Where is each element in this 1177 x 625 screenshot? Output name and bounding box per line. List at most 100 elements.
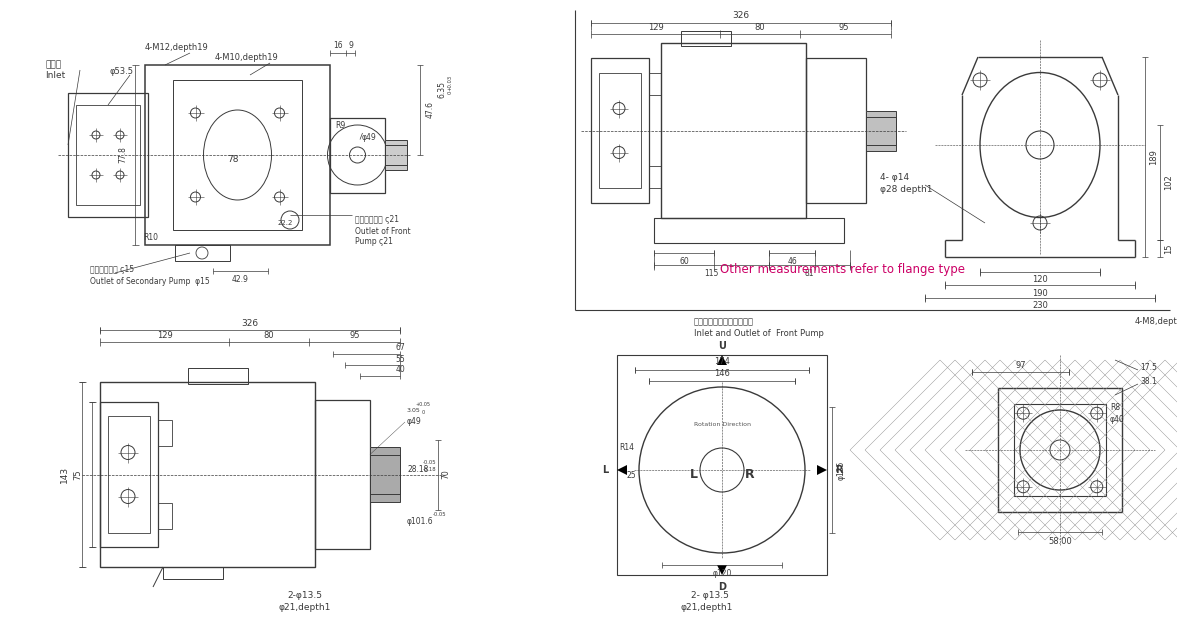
Text: 97: 97 <box>1016 361 1026 369</box>
Text: φ28 depth1: φ28 depth1 <box>880 184 932 194</box>
Text: 80: 80 <box>754 22 765 31</box>
Text: Outlet of Secondary Pump  φ15: Outlet of Secondary Pump φ15 <box>89 278 210 286</box>
Text: 67: 67 <box>395 344 405 352</box>
Text: 9: 9 <box>348 41 353 51</box>
Bar <box>330 118 385 192</box>
Bar <box>649 166 661 188</box>
Text: 75: 75 <box>73 469 82 480</box>
Text: 230: 230 <box>1032 301 1048 311</box>
Text: R14: R14 <box>619 444 634 452</box>
Bar <box>370 455 400 494</box>
Text: Outlet of Front: Outlet of Front <box>355 226 411 236</box>
Bar <box>654 218 844 243</box>
Text: 120: 120 <box>1032 276 1048 284</box>
Text: 前泵浦入油口和出油口方向: 前泵浦入油口和出油口方向 <box>694 318 754 326</box>
Text: 81: 81 <box>805 269 814 278</box>
Bar <box>315 400 370 549</box>
Text: +0.03: +0.03 <box>447 75 452 91</box>
Text: 189: 189 <box>1150 149 1158 165</box>
Text: 174: 174 <box>714 357 730 366</box>
Text: 0: 0 <box>421 409 425 414</box>
Text: 3.05: 3.05 <box>407 408 420 412</box>
Text: R: R <box>836 465 843 475</box>
Text: 46: 46 <box>787 256 797 266</box>
Bar <box>649 73 661 95</box>
Bar <box>385 140 407 170</box>
Text: 78: 78 <box>227 156 238 164</box>
Text: φ125: φ125 <box>837 460 845 480</box>
Text: φ49: φ49 <box>407 418 421 426</box>
Bar <box>158 420 172 446</box>
Bar <box>591 58 649 203</box>
Text: 4- φ14: 4- φ14 <box>880 173 909 181</box>
Text: 146: 146 <box>714 369 730 378</box>
Text: Rotation Direction: Rotation Direction <box>693 422 751 428</box>
Bar <box>661 43 806 218</box>
Text: 326: 326 <box>732 11 750 21</box>
Text: U: U <box>718 341 726 351</box>
Text: 95: 95 <box>839 22 850 31</box>
Text: φ49: φ49 <box>363 133 377 142</box>
Text: 70: 70 <box>441 469 451 479</box>
Bar <box>370 447 400 502</box>
Text: 58.00: 58.00 <box>1049 536 1072 546</box>
Text: R9: R9 <box>335 121 345 130</box>
Text: 入油口: 入油口 <box>45 61 61 69</box>
Bar <box>158 503 172 529</box>
Polygon shape <box>717 355 727 365</box>
Bar <box>681 31 731 46</box>
Text: 190: 190 <box>1032 289 1048 298</box>
Text: 4-M12,depth19: 4-M12,depth19 <box>145 44 208 53</box>
Text: 102: 102 <box>1164 174 1173 191</box>
Bar <box>599 73 641 188</box>
Text: φ40: φ40 <box>1110 416 1125 424</box>
Bar <box>108 416 149 533</box>
Text: 17.5: 17.5 <box>1141 364 1157 372</box>
Text: 129: 129 <box>157 331 173 339</box>
Text: 2-φ13.5: 2-φ13.5 <box>287 591 322 599</box>
Text: L: L <box>601 465 609 475</box>
Text: R8: R8 <box>1110 404 1121 412</box>
Text: φ120: φ120 <box>712 569 732 579</box>
Bar <box>866 116 896 144</box>
Text: 22.2: 22.2 <box>278 220 293 226</box>
Bar <box>866 111 896 151</box>
Text: 4-M8,depth14: 4-M8,depth14 <box>1135 318 1177 326</box>
Text: 28.18: 28.18 <box>407 465 428 474</box>
Text: 15: 15 <box>1164 243 1173 254</box>
Text: R10: R10 <box>142 232 158 241</box>
Text: Other measurements refer to flange type: Other measurements refer to flange type <box>720 264 965 276</box>
Text: 4-M10,depth19: 4-M10,depth19 <box>215 54 279 62</box>
Bar <box>100 382 315 567</box>
Text: 55: 55 <box>395 354 405 364</box>
Bar <box>77 105 140 205</box>
Text: -0.05: -0.05 <box>433 512 447 518</box>
Text: 47.6: 47.6 <box>426 101 434 119</box>
Text: φ101.6: φ101.6 <box>407 518 433 526</box>
Bar <box>173 80 302 230</box>
Text: 95: 95 <box>350 331 360 339</box>
Bar <box>100 402 158 547</box>
Text: 129: 129 <box>649 22 664 31</box>
Bar <box>175 245 230 261</box>
Text: φ21,depth1: φ21,depth1 <box>680 602 733 611</box>
Bar <box>68 93 148 217</box>
Text: 115: 115 <box>704 269 719 278</box>
Polygon shape <box>717 565 727 575</box>
Bar <box>370 447 400 502</box>
Polygon shape <box>817 465 827 475</box>
Text: φ21,depth1: φ21,depth1 <box>279 602 331 611</box>
Text: 80: 80 <box>264 331 274 339</box>
Text: φ53.5: φ53.5 <box>109 68 134 76</box>
Text: 2- φ13.5: 2- φ13.5 <box>691 591 729 599</box>
Text: 6.35: 6.35 <box>438 81 446 99</box>
Bar <box>188 368 248 384</box>
Bar <box>145 65 330 245</box>
Text: +0.05: +0.05 <box>415 402 431 408</box>
Bar <box>162 567 222 579</box>
Text: 60: 60 <box>679 256 689 266</box>
Text: Inlet and Outlet of  Front Pump: Inlet and Outlet of Front Pump <box>694 329 824 338</box>
Text: 25: 25 <box>626 471 636 479</box>
Bar <box>806 58 866 203</box>
Text: 前泵浦出油口 ς21: 前泵浦出油口 ς21 <box>355 216 399 224</box>
